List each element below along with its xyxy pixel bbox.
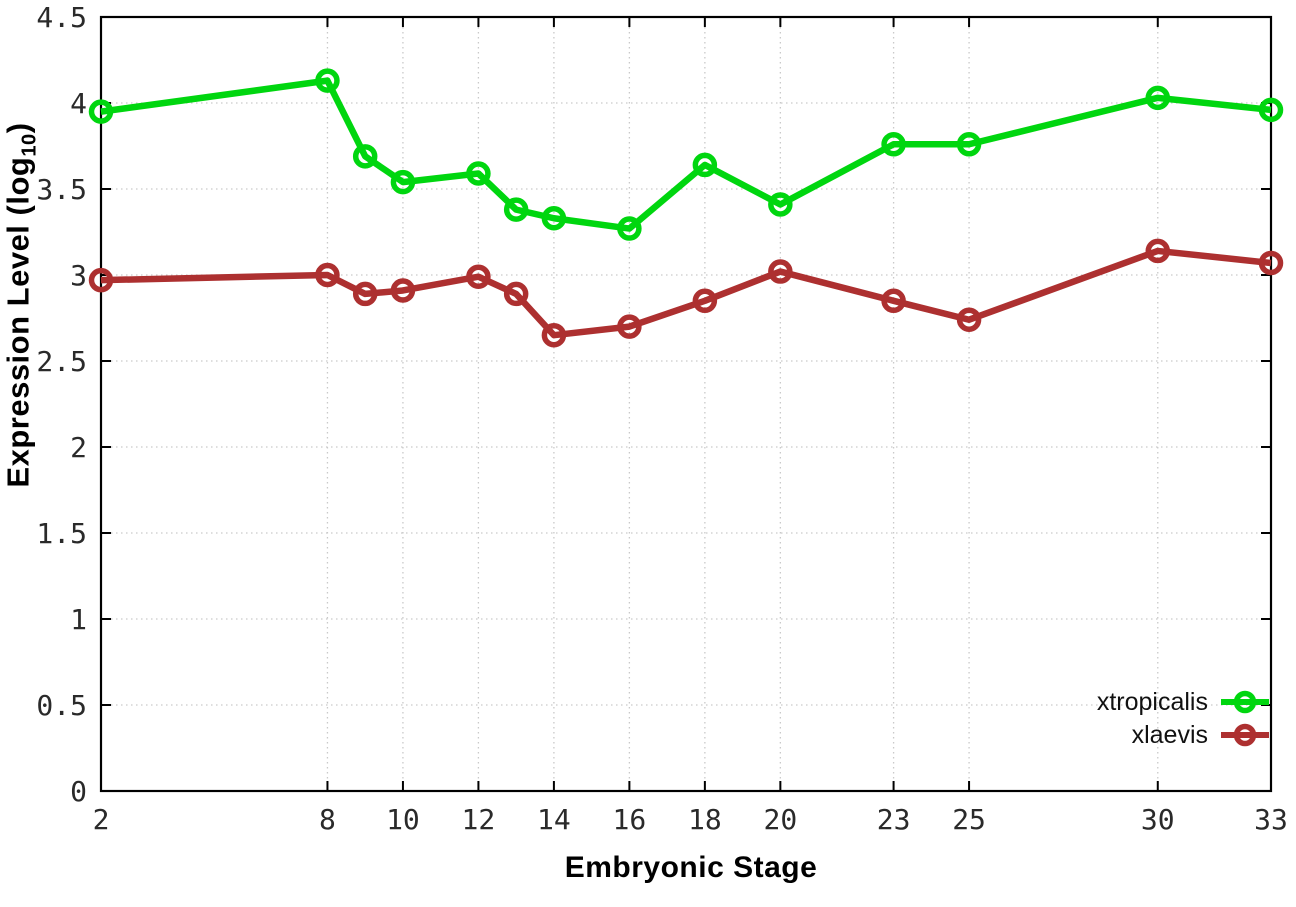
data-point-xlaevis xyxy=(768,259,793,284)
y-tick-label: 3.5 xyxy=(36,173,87,206)
y-tick-label: 2.5 xyxy=(36,345,87,378)
legend-sample-marker xyxy=(1233,723,1257,747)
grid xyxy=(100,16,1272,792)
y-tick-label: 4 xyxy=(70,87,87,120)
data-point-xlaevis xyxy=(1258,250,1284,276)
data-point-xtropicalis xyxy=(881,132,906,157)
data-point-xlaevis xyxy=(315,262,340,288)
x-tick-labels: 2 8 10 12 14 16 18 20 23 25 30 33 xyxy=(93,803,1288,836)
data-point-xtropicalis xyxy=(617,216,642,241)
y-tick-labels: 0 0.5 1 1.5 2 2.5 3 3.5 4 4.5 xyxy=(36,1,87,808)
y-tick-label: 1.5 xyxy=(36,517,87,550)
x-tick-label: 8 xyxy=(319,803,336,836)
plot-border xyxy=(99,15,1273,793)
legend-marker-xtropicalis xyxy=(1221,690,1269,714)
y-axis-title-subscript: 10 xyxy=(18,133,41,157)
y-axis-title-text: Expression Level (log xyxy=(0,156,36,488)
data-point-xtropicalis xyxy=(692,152,718,178)
legend-label-xtropicalis: xtropicalis xyxy=(1096,688,1208,716)
data-point-xlaevis xyxy=(466,264,491,289)
x-tick-label: 18 xyxy=(688,803,722,836)
data-point-xtropicalis xyxy=(541,205,567,231)
data-point-xtropicalis xyxy=(1145,85,1171,111)
data-point-xlaevis xyxy=(617,314,642,339)
series-xtropicalis xyxy=(88,68,1284,241)
legend-item-xlaevis: xlaevis xyxy=(1132,721,1270,749)
data-point-xlaevis xyxy=(692,288,718,314)
series-xlaevis xyxy=(88,238,1284,348)
data-point-xtropicalis xyxy=(768,192,793,217)
y-tick-label: 4.5 xyxy=(36,1,87,34)
x-tick-label: 30 xyxy=(1141,803,1175,836)
tick-marks xyxy=(100,16,1272,792)
data-point-xtropicalis xyxy=(88,99,114,124)
data-point-xtropicalis xyxy=(956,132,982,157)
y-tick-label: 1 xyxy=(70,603,87,636)
x-tick-label: 33 xyxy=(1254,803,1288,836)
y-tick-label: 2 xyxy=(70,431,87,464)
x-tick-label: 2 xyxy=(93,803,110,836)
legend-sample-marker xyxy=(1233,690,1257,714)
legend-label-xlaevis: xlaevis xyxy=(1131,721,1208,749)
x-tick-label: 16 xyxy=(613,803,647,836)
data-point-xlaevis xyxy=(503,281,529,307)
y-axis-title-close: ) xyxy=(0,122,36,134)
x-tick-label: 12 xyxy=(462,803,496,836)
data-point-xtropicalis xyxy=(503,197,529,222)
x-axis-title: Embryonic Stage xyxy=(564,851,818,884)
y-tick-label: 3 xyxy=(70,259,87,292)
data-point-xlaevis xyxy=(352,281,378,307)
legend-item-xtropicalis: xtropicalis xyxy=(1097,688,1270,716)
y-tick-label: 0.5 xyxy=(36,689,87,722)
data-point-xlaevis xyxy=(956,307,982,332)
legend-marker-xlaevis xyxy=(1221,723,1269,747)
data-point-xlaevis xyxy=(881,288,906,314)
data-point-xlaevis xyxy=(541,322,567,348)
data-point-xtropicalis xyxy=(466,161,491,186)
data-point-xlaevis xyxy=(1145,238,1171,264)
x-tick-label: 25 xyxy=(952,803,986,836)
x-tick-label: 20 xyxy=(763,803,797,836)
data-point-xtropicalis xyxy=(315,68,340,93)
data-point-xtropicalis xyxy=(352,144,378,169)
x-tick-label: 10 xyxy=(386,803,420,836)
y-tick-label: 0 xyxy=(70,775,87,808)
legend: xtropicalis xlaevis xyxy=(1097,688,1270,749)
x-tick-label: 23 xyxy=(877,803,911,836)
x-tick-label: 14 xyxy=(537,803,571,836)
data-point-xlaevis xyxy=(390,278,416,303)
data-point-xlaevis xyxy=(88,267,114,293)
y-axis-title: Expression Level (log10) xyxy=(0,122,41,487)
series-line-xlaevis xyxy=(100,247,1272,339)
data-point-xtropicalis xyxy=(390,169,416,195)
data-point-xtropicalis xyxy=(1258,97,1284,123)
